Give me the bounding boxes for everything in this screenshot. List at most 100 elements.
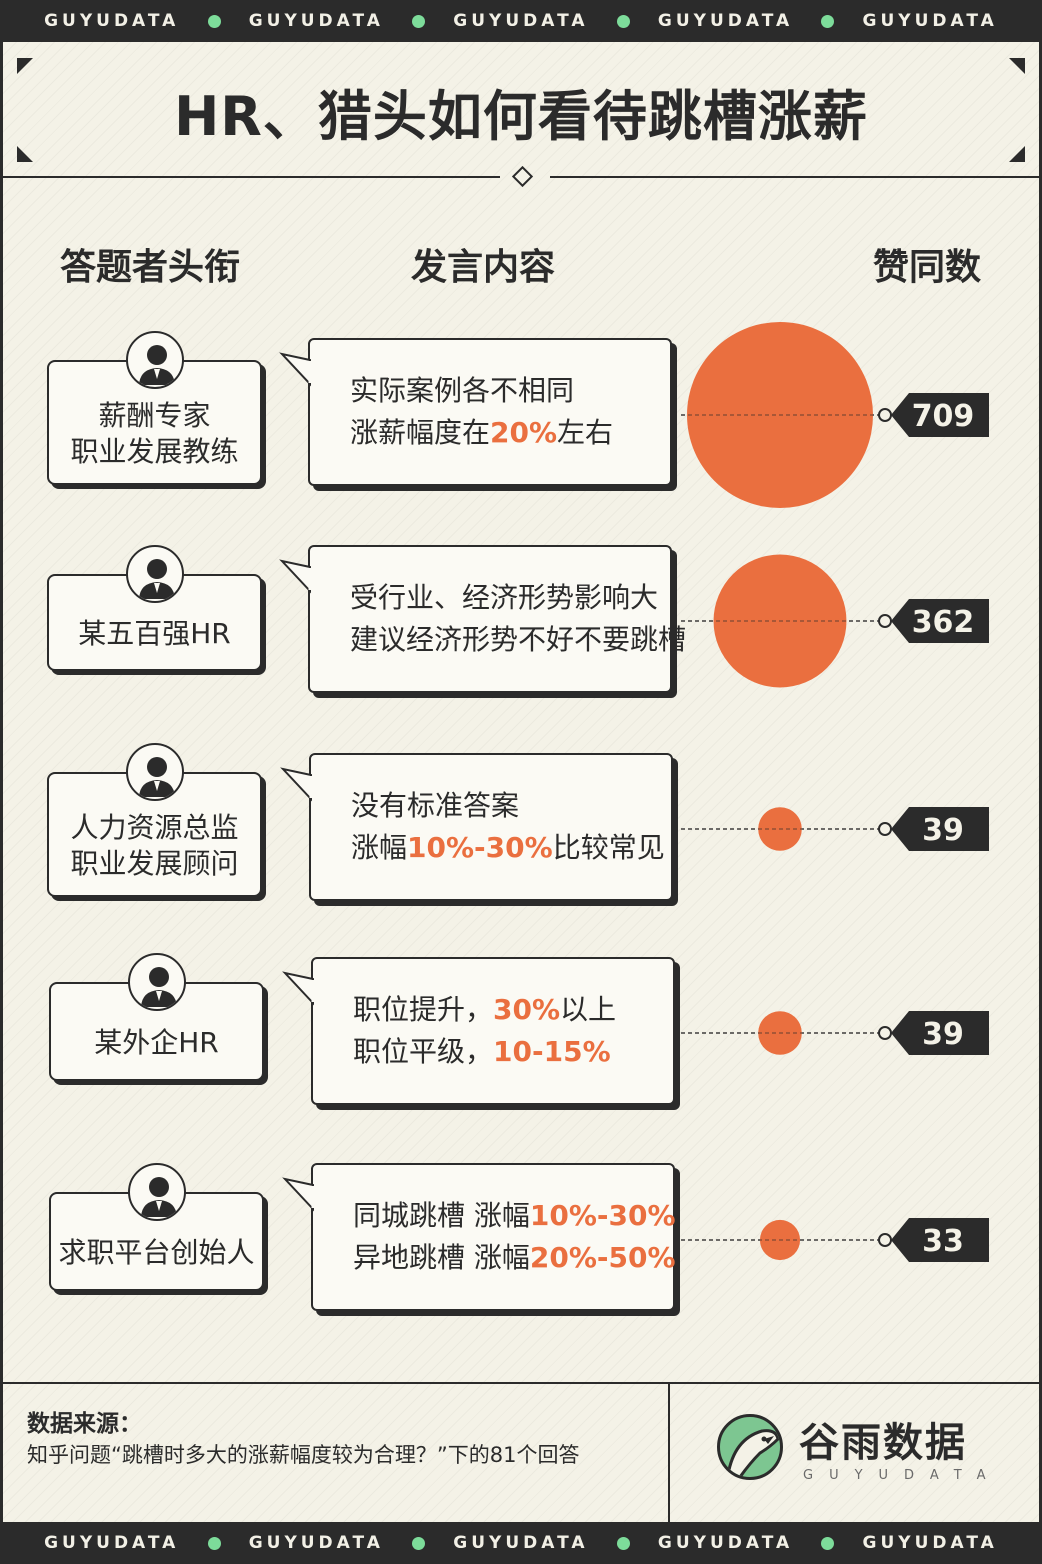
statement-text: 异地跳槽 涨幅: [353, 1241, 530, 1274]
highlight-figure: 30%: [493, 993, 561, 1026]
votes-bubble-chart: 709 362 39 39 33: [279, 322, 989, 1262]
highlight-figure: 10%-30%: [529, 1199, 676, 1232]
statement-line: 涨幅10%-30%比较常见: [351, 827, 671, 869]
source-text: 知乎问题“跳槽时多大的涨薪幅度较为合理？”下的81个回答: [27, 1443, 580, 1467]
leader-endpoint: [878, 614, 892, 628]
vote-count-label: 39: [922, 1017, 964, 1052]
respondent-title-line: 职业发展顾问: [70, 846, 239, 880]
statement-text: 没有标准答案: [351, 789, 520, 822]
statement-text: 受行业、经济形势影响大: [350, 581, 659, 614]
statement-line: 涨薪幅度在20%左右: [350, 412, 670, 454]
statement-line: 受行业、经济形势影响大: [350, 577, 670, 619]
vote-tag: [891, 807, 989, 851]
banner-dot-icon: [207, 1536, 221, 1550]
person-avatar-icon: [127, 1163, 186, 1221]
vote-count-label: 39: [922, 813, 964, 848]
statement-text: 涨薪幅度在: [350, 416, 491, 449]
title-box: 某五百强HR: [47, 574, 262, 671]
person-avatar-icon: [127, 953, 186, 1011]
person-avatar-icon: [125, 743, 184, 801]
speech-bubble: 没有标准答案涨幅10%-30%比较常见: [309, 753, 673, 901]
respondent-title-line: 求职平台创始人: [58, 1235, 255, 1269]
vote-tag: [891, 1218, 989, 1262]
highlight-figure: 20%-50%: [529, 1241, 676, 1274]
statement-line: 同城跳槽 涨幅10%-30%: [353, 1195, 676, 1237]
statement-text: 左右: [557, 416, 614, 449]
source-label: 数据来源：: [27, 1411, 142, 1437]
leader-endpoint: [878, 822, 892, 836]
vote-tag: [891, 1011, 989, 1055]
banner-word: GUYUDATA: [657, 1533, 794, 1553]
respondent-title-line: 人力资源总监: [70, 810, 239, 844]
leader-endpoint: [878, 408, 892, 422]
banner-word: GUYUDATA: [862, 1533, 998, 1553]
column-header-content: 发言内容: [411, 247, 556, 288]
bubble-tail: [279, 559, 311, 594]
corner-mark: [1009, 58, 1025, 74]
statement-text: 比较常见: [552, 831, 665, 864]
highlight-figure: 20%: [490, 416, 558, 449]
banner-word: GUYUDATA: [44, 1533, 180, 1553]
respondent-title-line: 职业发展教练: [70, 434, 239, 468]
bubble-tail: [282, 971, 314, 1006]
statement-line: 职位平级，10-15%: [353, 1031, 673, 1073]
banner-word: GUYUDATA: [248, 11, 384, 31]
divider: [3, 176, 500, 178]
banner-word: GUYUDATA: [248, 1533, 384, 1553]
statement-text: 职位提升，: [353, 993, 494, 1026]
bottom-banner: GUYUDATA GUYUDATA GUYUDATA GUYUDATA GUYUDATA: [0, 1522, 1042, 1564]
banner-word: GUYUDATA: [657, 11, 794, 31]
statement-text: 实际案例各不相同: [350, 374, 575, 407]
banner-dot-icon: [616, 1536, 630, 1550]
speech-bubble: 实际案例各不相同 涨薪幅度在20%左右: [308, 338, 672, 486]
speech-bubble: 同城跳槽 涨幅10%-30% 异地跳槽 涨幅20%-50%: [311, 1163, 676, 1311]
person-avatar-icon: [125, 545, 184, 603]
person-avatar-icon: [125, 331, 184, 389]
column-header-votes: 赞同数: [873, 247, 982, 288]
respondent-title-line: 薪酬专家: [98, 398, 211, 432]
vote-count-label: 709: [912, 399, 975, 434]
banner-dot-icon: [412, 14, 426, 28]
leader-endpoint: [878, 1233, 892, 1247]
respondent-title-line: 某外企HR: [94, 1025, 219, 1059]
statement-line: 异地跳槽 涨幅20%-50%: [353, 1237, 676, 1279]
column-header-title: 答题者头衔: [60, 247, 241, 288]
banner-dot-icon: [821, 14, 835, 28]
vote-tag: [891, 393, 989, 437]
banner-dot-icon: [412, 1536, 426, 1550]
banner-word: GUYUDATA: [44, 11, 180, 31]
statement-line: 没有标准答案: [351, 785, 671, 827]
statement-text: 同城跳槽 涨幅: [353, 1199, 530, 1232]
statement-text: 职位平级，: [353, 1035, 494, 1068]
highlight-figure: 10%-30%: [407, 831, 553, 864]
highlight-figure: 10-15%: [493, 1035, 611, 1068]
speech-bubble: 职位提升，30%以上 职位平级，10-15%: [311, 957, 675, 1105]
corner-mark: [1009, 146, 1025, 162]
corner-mark: [17, 146, 33, 162]
statement-text: 以上: [560, 993, 617, 1026]
bubble-tail: [279, 352, 311, 387]
statement-line: 职位提升，30%以上: [353, 989, 673, 1031]
bubble-tail: [282, 1177, 314, 1212]
statement-text: 建议经济形势不好不要跳槽: [350, 623, 687, 656]
footer-divider: [668, 1382, 670, 1522]
corner-mark: [17, 58, 33, 74]
bird-logo-icon: [717, 1414, 783, 1480]
banner-word: GUYUDATA: [862, 11, 998, 31]
divider: [550, 176, 1039, 178]
leader-endpoint: [878, 1026, 892, 1040]
vote-count-label: 33: [922, 1224, 964, 1259]
statement-line: 实际案例各不相同: [350, 370, 670, 412]
brand-name: 谷雨数据: [799, 1419, 967, 1466]
vote-tag: [891, 599, 989, 643]
banner-dot-icon: [616, 14, 630, 28]
banner-dot-icon: [821, 1536, 835, 1550]
speech-bubble: 受行业、经济形势影响大 建议经济形势不好不要跳槽: [308, 545, 686, 693]
infographic-panel: HR、猎头如何看待跳槽涨薪 答题者头衔 发言内容 赞同数 薪酬专家 职业发展教练 实…: [3, 42, 1039, 1522]
page-title: HR、猎头如何看待跳槽涨薪: [174, 85, 868, 148]
respondent-title-line: 某五百强HR: [78, 616, 231, 650]
banner-word: GUYUDATA: [453, 11, 589, 31]
footer-divider: [3, 1382, 1039, 1384]
bubble-tail: [280, 767, 312, 802]
statement-line: 建议经济形势不好不要跳槽: [350, 619, 686, 661]
